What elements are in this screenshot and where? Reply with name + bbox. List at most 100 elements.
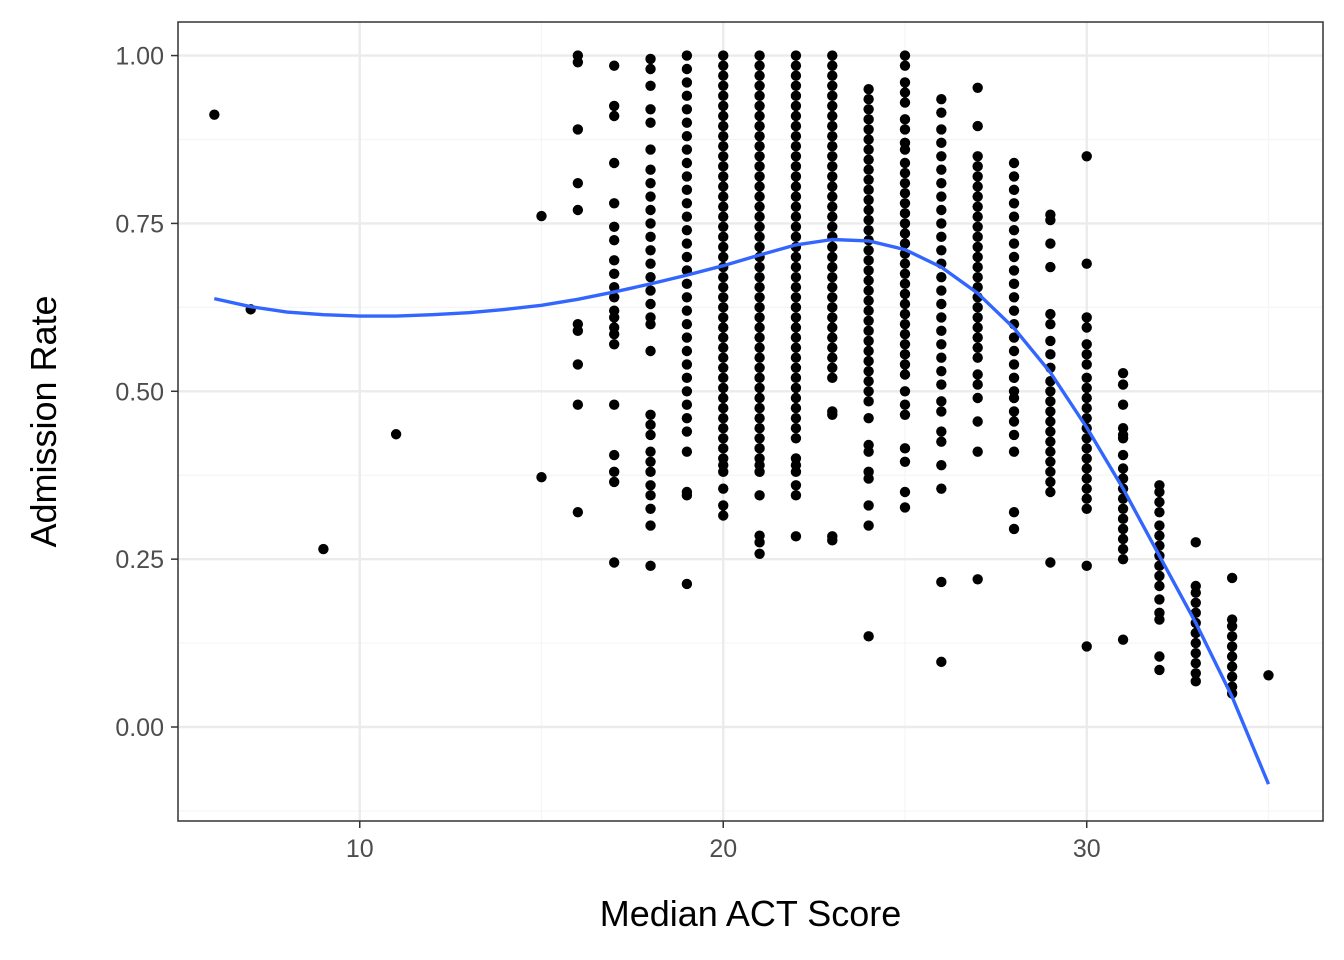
data-point bbox=[899, 198, 911, 209]
data-point bbox=[827, 342, 838, 353]
data-point bbox=[827, 372, 838, 384]
data-point bbox=[718, 292, 729, 303]
data-point bbox=[1154, 664, 1165, 676]
data-point bbox=[899, 329, 911, 340]
data-point bbox=[681, 332, 693, 343]
data-point bbox=[1045, 456, 1056, 467]
data-point bbox=[754, 241, 765, 253]
data-point bbox=[754, 466, 765, 478]
data-point bbox=[1154, 570, 1165, 582]
data-point bbox=[899, 502, 911, 513]
data-point bbox=[863, 184, 874, 196]
data-point bbox=[718, 352, 729, 363]
data-point bbox=[718, 70, 729, 81]
data-point bbox=[645, 144, 656, 155]
data-point bbox=[827, 60, 838, 71]
data-point bbox=[645, 456, 656, 467]
data-point bbox=[645, 53, 656, 65]
data-point bbox=[1081, 151, 1092, 162]
data-point bbox=[936, 124, 947, 135]
data-point bbox=[536, 472, 547, 483]
major-grid bbox=[178, 22, 1323, 821]
data-point bbox=[972, 322, 983, 333]
data-point bbox=[718, 382, 729, 394]
data-point bbox=[863, 396, 874, 407]
data-point bbox=[754, 141, 765, 152]
data-point bbox=[863, 144, 874, 155]
data-point bbox=[1081, 443, 1092, 454]
data-point bbox=[1117, 634, 1129, 645]
data-point bbox=[681, 446, 693, 457]
data-point bbox=[718, 342, 729, 353]
data-point bbox=[863, 500, 874, 511]
data-point bbox=[899, 278, 911, 290]
x-axis-ticks: 10 20 30 bbox=[346, 821, 1101, 863]
data-point bbox=[1045, 406, 1056, 417]
data-point bbox=[1081, 433, 1092, 444]
data-point bbox=[790, 362, 802, 373]
data-point bbox=[608, 60, 620, 71]
data-point bbox=[754, 443, 765, 454]
data-point bbox=[863, 214, 874, 226]
data-point bbox=[1045, 335, 1056, 347]
data-point bbox=[899, 228, 911, 239]
data-point bbox=[608, 157, 620, 169]
data-point bbox=[863, 124, 874, 135]
data-point bbox=[318, 543, 329, 555]
data-point bbox=[1081, 402, 1092, 414]
data-point bbox=[1081, 372, 1092, 384]
data-point bbox=[827, 130, 838, 142]
data-point bbox=[1263, 670, 1274, 681]
data-point bbox=[863, 631, 874, 642]
data-point bbox=[1045, 318, 1056, 330]
data-point bbox=[790, 211, 802, 222]
data-point bbox=[1081, 453, 1092, 464]
data-point bbox=[863, 335, 874, 347]
data-point bbox=[827, 110, 838, 122]
data-point bbox=[899, 359, 911, 370]
data-point bbox=[645, 218, 656, 229]
data-point bbox=[645, 466, 656, 478]
data-point bbox=[608, 476, 620, 488]
data-point bbox=[1008, 416, 1020, 427]
data-point bbox=[936, 137, 947, 149]
data-point bbox=[790, 372, 802, 384]
data-point bbox=[718, 171, 729, 182]
data-point bbox=[608, 312, 620, 323]
data-point bbox=[209, 109, 220, 120]
data-point bbox=[827, 201, 838, 212]
data-point bbox=[827, 322, 838, 333]
data-point bbox=[681, 578, 693, 590]
data-point bbox=[863, 345, 874, 357]
data-point bbox=[972, 161, 983, 172]
data-point bbox=[790, 201, 802, 212]
data-point bbox=[790, 100, 802, 112]
y-tick-label: 0.75 bbox=[115, 210, 164, 238]
data-point bbox=[1008, 429, 1020, 441]
data-point bbox=[790, 90, 802, 102]
data-point bbox=[827, 221, 838, 232]
data-point bbox=[827, 409, 838, 420]
data-point bbox=[681, 104, 693, 115]
data-point bbox=[754, 110, 765, 122]
data-point bbox=[1190, 597, 1201, 608]
x-tick-label: 30 bbox=[1073, 835, 1101, 863]
data-point bbox=[899, 258, 911, 269]
data-point bbox=[645, 409, 656, 420]
data-point bbox=[790, 191, 802, 202]
data-point bbox=[936, 151, 947, 162]
data-point bbox=[1008, 345, 1020, 357]
y-axis-title: Admission Rate bbox=[23, 295, 64, 547]
data-point bbox=[790, 480, 802, 491]
data-point bbox=[645, 429, 656, 441]
data-point bbox=[972, 241, 983, 253]
data-point bbox=[1190, 676, 1201, 687]
data-point bbox=[790, 402, 802, 414]
data-point bbox=[1226, 572, 1238, 584]
data-point bbox=[1045, 436, 1056, 447]
data-point bbox=[899, 369, 911, 380]
data-point bbox=[1154, 594, 1165, 605]
data-point bbox=[681, 90, 693, 102]
data-point bbox=[645, 446, 656, 457]
data-point bbox=[827, 151, 838, 162]
